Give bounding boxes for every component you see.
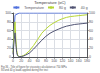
svg-text:0: 0	[89, 55, 91, 59]
svg-text:0: 0	[12, 59, 14, 63]
svg-text:60: 60	[7, 29, 11, 33]
svg-text:40: 40	[27, 59, 31, 63]
svg-text:40: 40	[89, 37, 93, 41]
svg-text:Temperature: Temperature	[24, 6, 44, 10]
svg-text:20: 20	[7, 46, 11, 50]
svg-text:80: 80	[7, 20, 11, 24]
svg-text:Temperature (oC): Temperature (oC)	[34, 0, 66, 5]
svg-text:80: 80	[44, 59, 48, 63]
svg-text:20: 20	[19, 59, 23, 63]
svg-text:100: 100	[89, 11, 95, 15]
svg-text:160: 160	[76, 59, 82, 63]
svg-text:80 g: 80 g	[59, 6, 66, 10]
svg-text:100: 100	[51, 59, 57, 63]
svg-text:60: 60	[36, 59, 40, 63]
svg-text:60: 60	[89, 29, 93, 33]
svg-text:40: 40	[7, 37, 11, 41]
svg-text:80: 80	[89, 20, 93, 24]
svg-text:0: 0	[9, 55, 11, 59]
svg-text:40 g: 40 g	[81, 6, 88, 10]
svg-text:120: 120	[59, 59, 65, 63]
svg-text:20: 20	[89, 46, 93, 50]
svg-text:180: 180	[84, 59, 90, 63]
svg-text:80 and 40 g loads applied duri: 80 and 40 g loads applied during the tes…	[1, 69, 48, 73]
svg-text:140: 140	[68, 59, 74, 63]
svg-text:100: 100	[5, 11, 11, 15]
svg-text:Fig 36 - Title of figure for v: Fig 36 - Title of figure for viscosity c…	[1, 66, 67, 70]
